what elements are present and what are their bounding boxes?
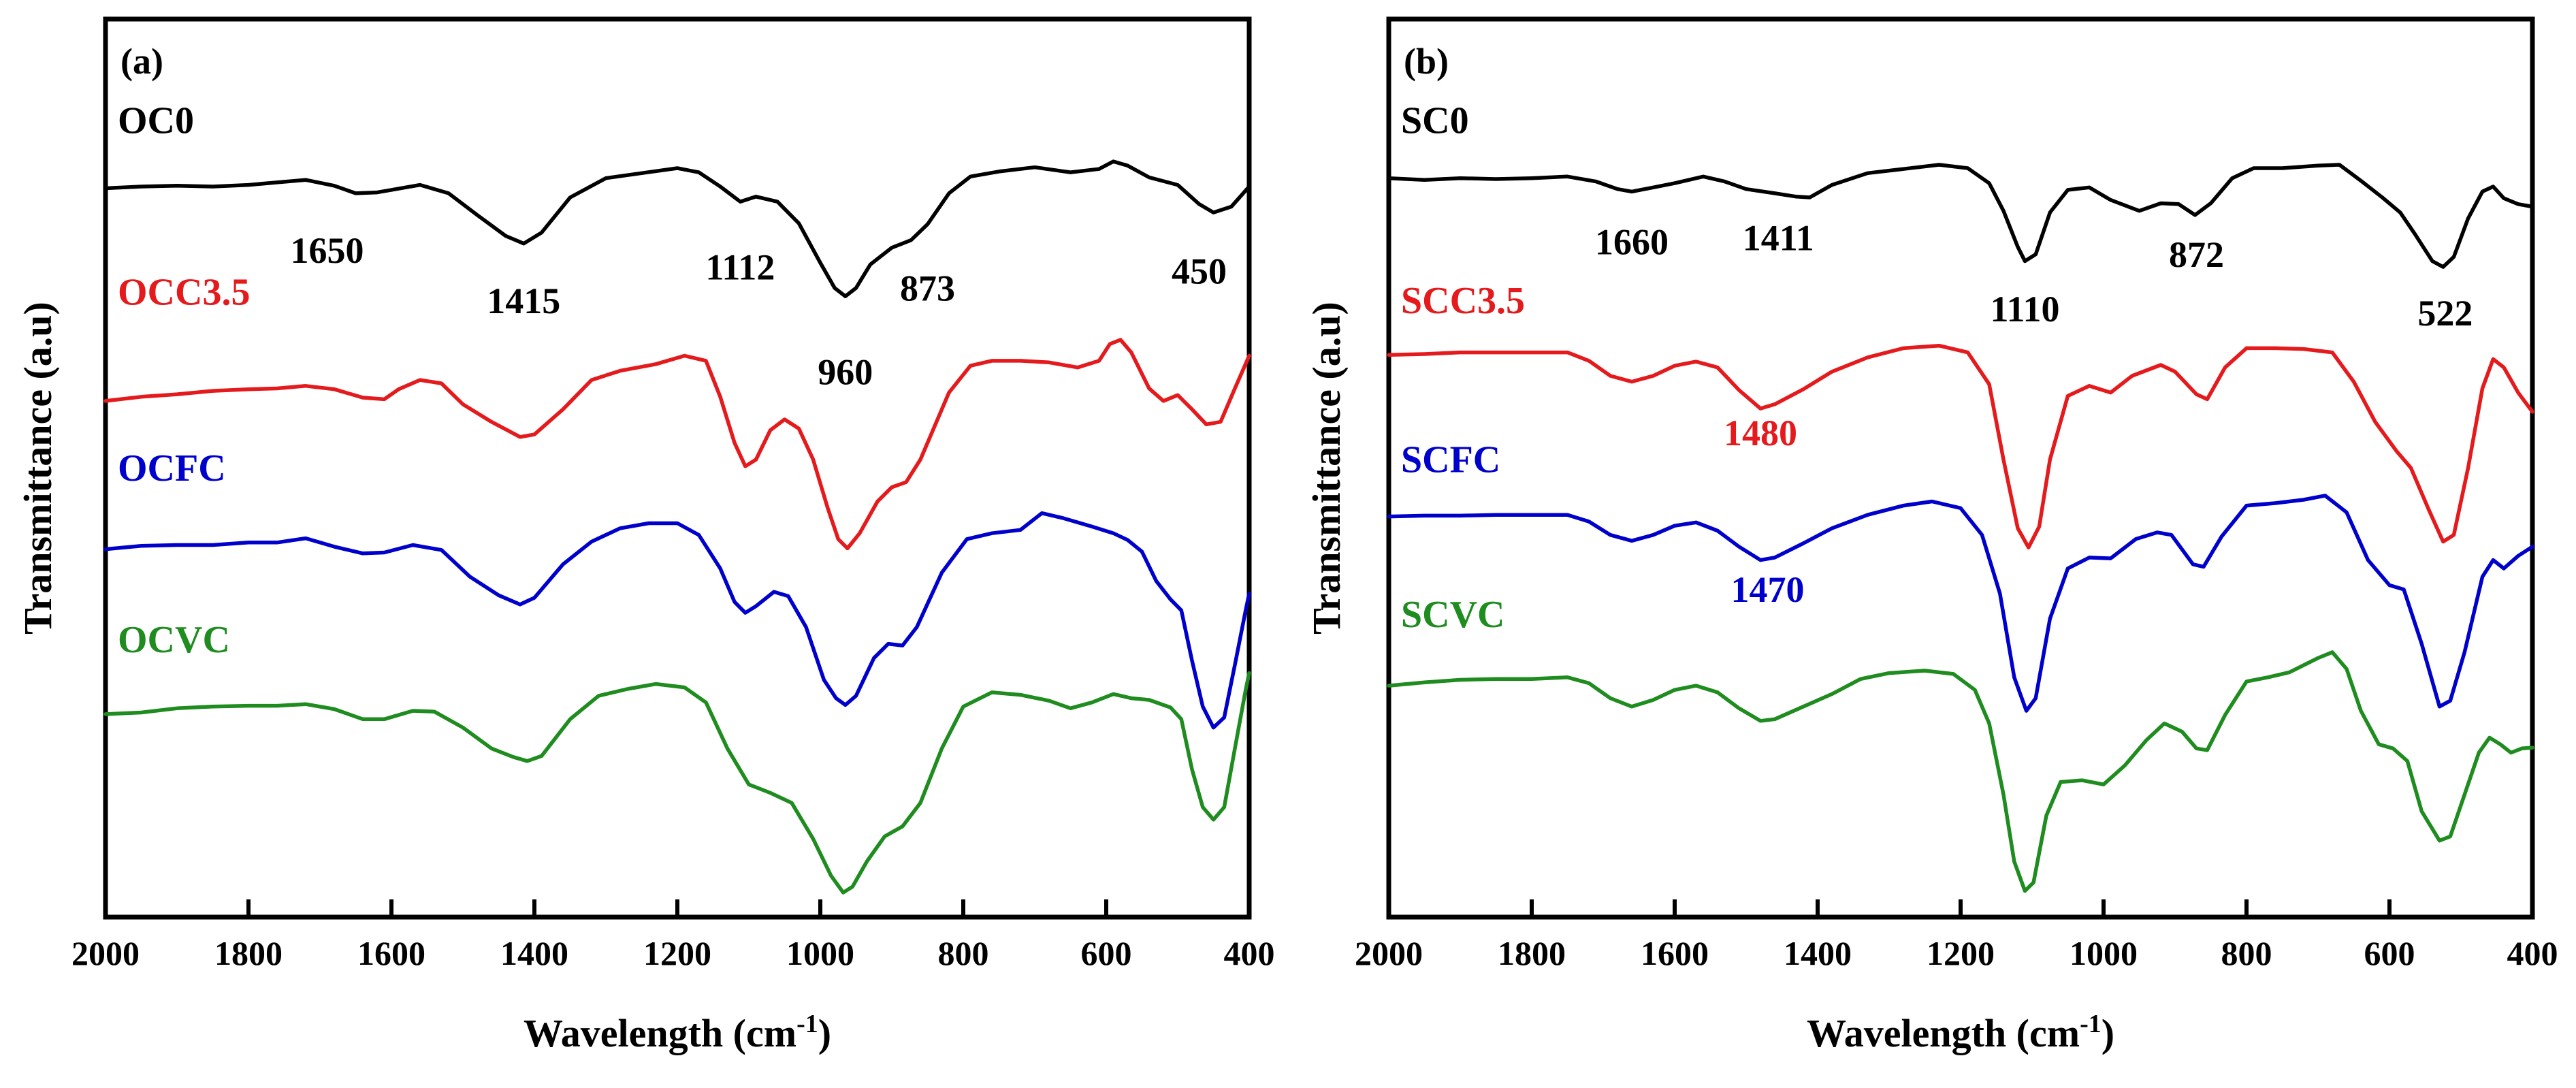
series-label-ocvc: OCVC	[118, 619, 230, 661]
series-line-oc0	[103, 159, 1251, 298]
series-line-ocvc	[103, 671, 1251, 895]
peak-label-1470: 1470	[1731, 569, 1805, 610]
panel-b: 2000 1800 1600 1400 1200 1000 800 600 400 Wavelen…	[1304, 16, 2558, 1055]
peak-label-1480: 1480	[1724, 413, 1797, 453]
x-tick-label: 600	[1081, 934, 1132, 972]
x-tick-label: 1400	[1784, 934, 1852, 972]
peak-label-1650: 1650	[291, 230, 364, 271]
x-tick-label: 600	[2364, 934, 2415, 972]
series-label-occ3-5: OCC3.5	[118, 271, 250, 313]
series-line-scc3-5	[1387, 343, 2534, 549]
series-label-scfc: SCFC	[1401, 438, 1500, 481]
x-tick-label: 1200	[1927, 934, 1995, 972]
peak-label-960: 960	[818, 351, 873, 392]
panel-a: 2000 1800 1600 1400 1200 1000 800 600 400 Wavelen…	[16, 16, 1275, 1055]
series-line-occ3-5	[103, 338, 1251, 551]
series-label-scvc: SCVC	[1401, 594, 1504, 636]
x-tick-label: 1200	[643, 934, 711, 972]
series-label-ocfc: OCFC	[118, 447, 226, 490]
x-tick-label: 1000	[786, 934, 854, 972]
peak-label-1411: 1411	[1743, 218, 1814, 259]
series-label-sc0: SC0	[1401, 99, 1469, 142]
x-tick-label: 1600	[1641, 934, 1709, 972]
series-label-oc0: OC0	[118, 99, 194, 142]
series-line-sc0	[1387, 163, 2534, 269]
x-tick-label: 1400	[500, 934, 568, 972]
x-axis-label: Wavelength (cm-1)	[524, 1010, 831, 1055]
x-tick-label: 1000	[2070, 934, 2138, 972]
y-axis-label: Transmittance (a.u)	[1304, 302, 1349, 635]
peak-label-1660: 1660	[1595, 222, 1669, 263]
x-tick-label: 2000	[71, 934, 140, 972]
x-tick-label: 800	[938, 934, 989, 972]
peak-label-873: 873	[900, 268, 955, 308]
x-axis-label: Wavelength (cm-1)	[1807, 1010, 2114, 1055]
peak-label-1415: 1415	[487, 281, 560, 321]
plot-frame	[1386, 16, 2535, 920]
x-tick-label: 800	[2221, 934, 2272, 972]
peak-label-522: 522	[2417, 293, 2473, 334]
x-tick-label: 2000	[1355, 934, 1423, 972]
peak-label-1110: 1110	[1990, 289, 2059, 330]
plot-frame	[103, 16, 1252, 920]
x-tick-label: 1600	[357, 934, 425, 972]
peak-label-1112: 1112	[705, 247, 775, 288]
series-line-scvc	[1387, 650, 2534, 893]
x-tick-label: 400	[1224, 934, 1275, 972]
panel-label: (b)	[1404, 41, 1449, 82]
series-line-scfc	[1387, 494, 2534, 713]
x-tick-label: 400	[2507, 934, 2558, 972]
x-tick-label: 1800	[1498, 934, 1566, 972]
peak-label-450: 450	[1172, 251, 1227, 292]
series-line-ocfc	[103, 511, 1251, 730]
series-label-scc3-5: SCC3.5	[1401, 280, 1525, 322]
y-axis-label: Transmittance (a.u)	[16, 302, 60, 635]
panel-label: (a)	[120, 41, 163, 82]
x-tick-label: 1800	[214, 934, 283, 972]
peak-label-872: 872	[2169, 234, 2224, 275]
